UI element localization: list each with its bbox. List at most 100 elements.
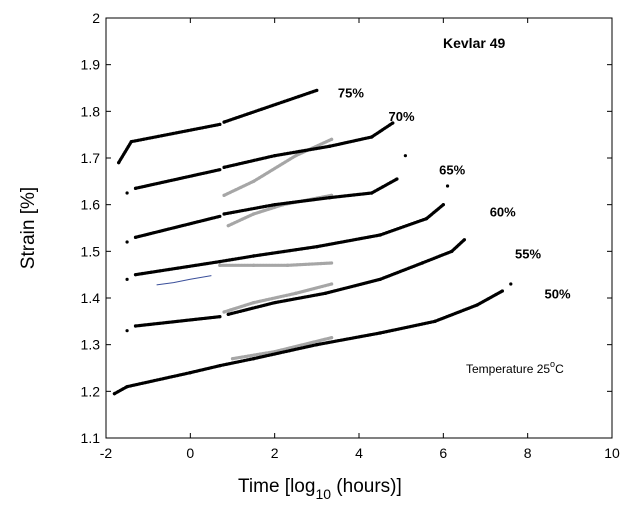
gray-trace xyxy=(251,203,285,216)
series-label: 60% xyxy=(490,205,516,220)
black-trace-point xyxy=(218,315,222,319)
series-4 xyxy=(125,238,467,333)
black-trace xyxy=(273,144,332,158)
black-trace xyxy=(327,191,374,200)
gray-trace xyxy=(230,350,277,361)
black-trace xyxy=(218,254,256,264)
axis-ticks: -2 0 2 4 6 8 10 1.1 1.2 1.3 1.4 1.5 1.6 1.7 1.8 1.9 2 xyxy=(81,10,620,461)
black-trace-point xyxy=(251,254,256,258)
series-5 xyxy=(112,282,513,396)
black-trace-point xyxy=(218,214,222,218)
black-trace-point xyxy=(133,324,138,328)
black-trace xyxy=(218,357,256,368)
black-trace-point xyxy=(370,191,374,195)
black-trace-point xyxy=(462,238,467,242)
x-tick-label: 10 xyxy=(604,445,620,461)
black-trace-point xyxy=(133,186,138,190)
black-trace xyxy=(226,301,277,316)
black-trace xyxy=(133,168,222,190)
black-trace xyxy=(424,203,445,221)
black-trace xyxy=(251,245,319,258)
black-trace xyxy=(370,121,395,139)
black-trace-point xyxy=(500,289,504,293)
black-trace xyxy=(117,140,133,165)
black-trace-point xyxy=(315,88,319,92)
y-axis-label: Strain [%] xyxy=(18,187,39,269)
black-trace-point xyxy=(315,343,319,347)
gray-trace xyxy=(285,261,334,267)
x-axis-label-sub: 10 xyxy=(315,486,331,502)
gray-trace xyxy=(226,212,256,228)
gray-trace-point xyxy=(285,263,289,267)
black-trace-point xyxy=(370,135,374,139)
series-label: 75% xyxy=(338,86,364,101)
series-label: 65% xyxy=(439,163,465,178)
gray-trace-point xyxy=(222,310,226,314)
temperature-annotation: Temperature 25oC xyxy=(466,359,564,376)
gray-trace-point xyxy=(251,301,256,305)
x-tick-label: 8 xyxy=(524,445,532,461)
gray-trace-point xyxy=(251,212,256,216)
blue-line-trace xyxy=(156,275,212,286)
gray-trace-point xyxy=(294,291,298,295)
black-trace-point xyxy=(129,140,133,144)
black-trace xyxy=(433,303,479,323)
gray-trace-point xyxy=(218,263,222,267)
y-tick-label: 1.7 xyxy=(81,150,101,166)
black-trace-point xyxy=(378,331,382,335)
black-trace-point xyxy=(251,357,256,361)
data-marks xyxy=(112,88,513,396)
black-trace-point xyxy=(188,371,192,375)
black-trace-point xyxy=(323,291,327,295)
black-trace xyxy=(133,315,222,328)
x-axis-label-tail: (hours)] xyxy=(331,476,402,497)
x-tick-label: 6 xyxy=(439,445,447,461)
black-trace-point xyxy=(433,319,437,323)
y-tick-label: 1.6 xyxy=(81,197,101,213)
black-trace-point xyxy=(125,191,129,195)
x-tick-label: 2 xyxy=(271,445,279,461)
black-trace xyxy=(133,260,222,277)
black-trace-point xyxy=(378,233,382,237)
black-trace xyxy=(315,233,382,249)
gray-trace-point xyxy=(222,193,226,197)
black-trace-point xyxy=(133,235,138,239)
black-trace-point xyxy=(445,184,450,188)
gray-trace-point xyxy=(251,179,256,183)
gray-trace xyxy=(251,291,298,305)
black-trace xyxy=(222,154,277,169)
x-tick-label: 4 xyxy=(355,445,363,461)
black-trace xyxy=(112,385,129,396)
black-trace-point xyxy=(391,121,395,125)
gray-trace-point xyxy=(329,282,334,286)
series-0 xyxy=(117,88,319,165)
black-trace-point xyxy=(273,301,277,305)
black-trace-point xyxy=(441,203,445,207)
gray-trace xyxy=(222,179,256,197)
series-label: 70% xyxy=(389,109,415,124)
y-tick-label: 1.3 xyxy=(81,337,101,353)
chart-title: Kevlar 49 xyxy=(443,35,505,51)
temperature-annotation-main: Temperature 25 xyxy=(466,362,550,376)
gray-trace xyxy=(273,336,334,354)
series-labels: 75% 70% 65% 60% 55% 50% xyxy=(338,86,571,302)
series-label: 55% xyxy=(515,247,541,262)
black-trace-point xyxy=(218,260,222,264)
black-trace-point xyxy=(509,282,513,286)
black-trace-point xyxy=(125,329,129,333)
black-trace-point xyxy=(112,392,117,396)
x-tick-label: -2 xyxy=(100,445,113,461)
x-axis-label: Time [log10 (hours)] xyxy=(238,476,402,502)
gray-trace-point xyxy=(329,336,334,340)
black-trace-point xyxy=(218,168,222,172)
gray-trace-point xyxy=(251,263,256,267)
temperature-annotation-sup: o xyxy=(550,359,555,369)
black-trace-point xyxy=(133,273,138,277)
black-trace-point xyxy=(125,277,129,281)
y-tick-label: 1.8 xyxy=(81,103,101,119)
black-trace xyxy=(251,343,319,361)
black-trace xyxy=(450,238,467,253)
black-trace xyxy=(378,217,429,237)
black-trace-point xyxy=(315,245,319,249)
black-trace xyxy=(273,291,327,305)
